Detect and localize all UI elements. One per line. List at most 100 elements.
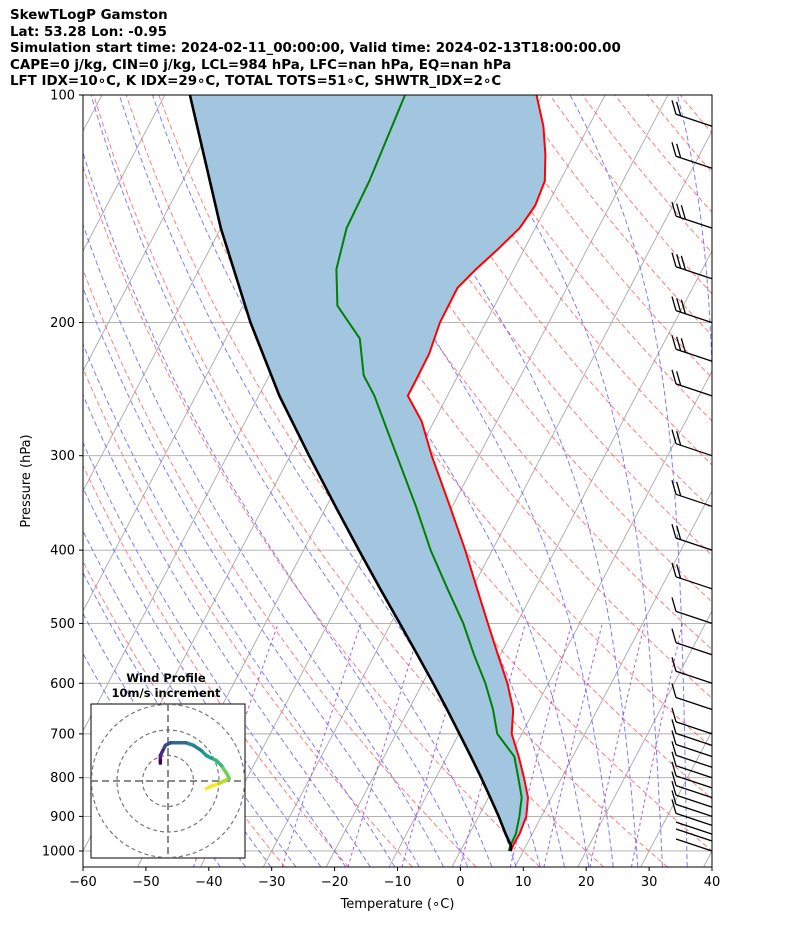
wind-barb-feather bbox=[671, 719, 677, 734]
wind-barb-feather bbox=[671, 707, 677, 723]
wind-barb-staff bbox=[675, 266, 713, 280]
y-tick-label: 100 bbox=[50, 89, 75, 104]
wind-barb bbox=[671, 429, 713, 457]
wind-barb bbox=[671, 142, 713, 169]
wind-barb-feather bbox=[676, 371, 682, 386]
parcel-profile-line bbox=[188, 95, 513, 852]
wind-barb-staff bbox=[675, 838, 713, 852]
moist-adiabat bbox=[83, 150, 469, 867]
wind-barb bbox=[675, 828, 713, 842]
isotherm-20 bbox=[577, 610, 712, 867]
y-tick-label: 1000 bbox=[42, 844, 75, 859]
wind-barb-feather bbox=[680, 205, 686, 220]
wind-barb-feather bbox=[671, 142, 677, 157]
mixing-ratio-line bbox=[631, 623, 683, 867]
mixing-ratio-line bbox=[281, 623, 362, 867]
x-tick-label: −50 bbox=[132, 875, 159, 890]
dry-adiabat bbox=[256, 95, 712, 699]
wind-barb-staff bbox=[675, 155, 713, 169]
x-tick-label: −10 bbox=[384, 875, 411, 890]
cin-shaded-area bbox=[189, 95, 546, 851]
wind-barb bbox=[671, 628, 713, 656]
x-tick-label: 0 bbox=[456, 875, 464, 890]
cape-shading bbox=[189, 95, 546, 851]
moist-adiabat bbox=[83, 441, 347, 867]
moist-adiabat bbox=[83, 529, 297, 867]
moist-adiabat bbox=[459, 95, 663, 867]
wind-barb-staff bbox=[675, 785, 713, 799]
wind-barb-feather bbox=[676, 101, 682, 117]
wind-barb-staff bbox=[675, 765, 713, 779]
isotherm-40 bbox=[703, 850, 712, 867]
wind-barb-feather bbox=[671, 780, 677, 796]
wind-barb-feather bbox=[671, 562, 677, 577]
wind-barb bbox=[671, 719, 713, 747]
wind-barb bbox=[671, 751, 713, 779]
x-tick-label: 20 bbox=[578, 875, 595, 890]
y-tick-label: 300 bbox=[50, 449, 75, 464]
wind-barb-staff bbox=[675, 775, 713, 789]
isotherm-0 bbox=[451, 370, 712, 867]
x-tick-label: −30 bbox=[258, 875, 285, 890]
hodograph-title: Wind Profile bbox=[126, 671, 206, 685]
y-tick-label: 800 bbox=[50, 771, 75, 786]
x-tick-label: 30 bbox=[641, 875, 658, 890]
x-tick-label: −40 bbox=[195, 875, 222, 890]
wind-barb-staff bbox=[675, 113, 713, 127]
dry-adiabat bbox=[288, 95, 712, 651]
wind-barb-feather bbox=[671, 683, 677, 698]
wind-barb bbox=[675, 821, 713, 835]
wind-barb bbox=[671, 201, 713, 229]
y-tick-label: 900 bbox=[50, 810, 75, 825]
wind-barbs bbox=[671, 100, 713, 852]
dry-adiabat bbox=[83, 464, 349, 867]
wind-barb bbox=[671, 683, 713, 711]
title-line-indices: LFT IDX=10∘C, K IDX=29∘C, TOTAL TOTS=51∘… bbox=[10, 74, 502, 89]
y-tick-label: 700 bbox=[50, 727, 75, 742]
dry-adiabat bbox=[93, 95, 605, 867]
wind-barb-feather bbox=[671, 523, 677, 539]
moist-adiabat bbox=[296, 95, 614, 867]
wind-barb-feather bbox=[671, 771, 677, 786]
wind-barb bbox=[671, 730, 713, 758]
dry-adiabat bbox=[451, 95, 712, 422]
x-tick-label: 10 bbox=[515, 875, 532, 890]
mixing-ratio-line bbox=[347, 623, 423, 867]
chart-title-block: SkewTLogP Gamston Lat: 53.28 Lon: -0.95 … bbox=[10, 8, 621, 91]
moist-adiabat bbox=[83, 286, 420, 867]
wind-barb-feather bbox=[676, 525, 682, 540]
wind-barb-feather bbox=[671, 335, 677, 350]
mixing-ratio-line bbox=[543, 623, 603, 867]
dry-adiabat bbox=[83, 268, 477, 867]
wind-barb-feather bbox=[671, 296, 677, 311]
wind-barb-feather bbox=[671, 480, 677, 495]
wind-barb-staff bbox=[675, 348, 713, 362]
dewpoint-line bbox=[335, 95, 523, 852]
wind-barb bbox=[671, 100, 713, 127]
wind-barb-staff bbox=[675, 821, 713, 835]
mixing-ratio-line bbox=[401, 623, 473, 867]
wind-barb-staff bbox=[675, 754, 713, 768]
wind-barb-staff bbox=[675, 803, 713, 818]
temperature-line bbox=[406, 95, 547, 852]
wind-barb-feather bbox=[676, 203, 682, 218]
wind-barb-feather bbox=[671, 790, 677, 805]
title-line-location: Lat: 53.28 Lon: -0.95 bbox=[10, 24, 167, 40]
dry-adiabat bbox=[418, 95, 712, 466]
wind-barb bbox=[671, 480, 713, 507]
wind-barb-feather bbox=[676, 297, 682, 313]
wind-barb-feather bbox=[671, 741, 677, 756]
dry-adiabat bbox=[223, 95, 712, 749]
wind-barb-feather bbox=[676, 431, 682, 446]
wind-barb-feather bbox=[671, 628, 677, 643]
wind-barb-feather bbox=[676, 564, 682, 579]
wind-barb bbox=[671, 780, 713, 808]
wind-barb-feather bbox=[680, 299, 686, 314]
wind-barb-staff bbox=[675, 215, 713, 229]
wind-barb-feather bbox=[671, 100, 677, 115]
wind-barb-feather bbox=[676, 336, 682, 351]
dry-adiabat bbox=[190, 95, 712, 800]
wind-barb bbox=[671, 562, 713, 590]
title-line-times: Simulation start time: 2024-02-11_00:00:… bbox=[10, 41, 621, 56]
